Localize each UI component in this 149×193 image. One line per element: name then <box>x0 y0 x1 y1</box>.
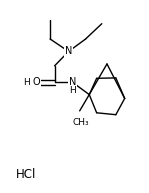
Text: CH₃: CH₃ <box>73 118 89 127</box>
Text: N: N <box>69 77 76 87</box>
Text: H: H <box>69 86 76 95</box>
Text: O: O <box>32 77 40 87</box>
Text: N: N <box>65 47 72 57</box>
Text: HCl: HCl <box>15 168 36 181</box>
Text: H: H <box>23 78 30 87</box>
